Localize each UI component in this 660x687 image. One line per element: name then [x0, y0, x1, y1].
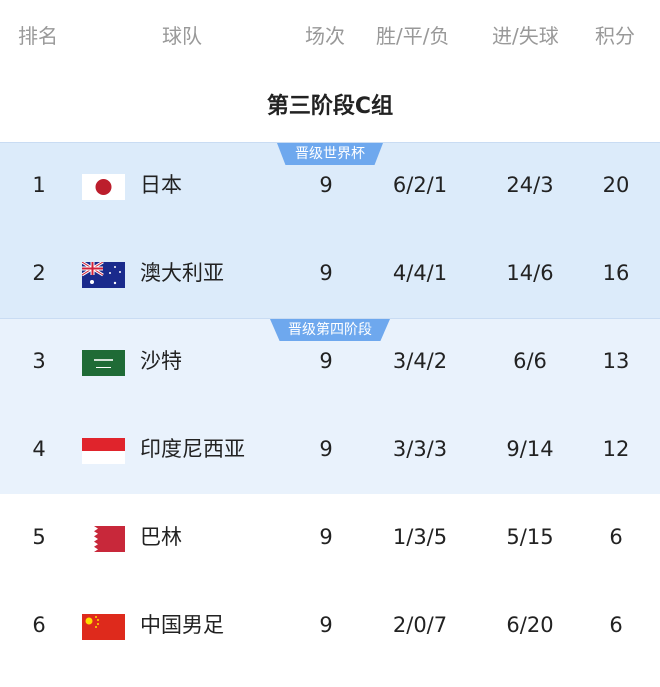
goals: 5/15: [506, 525, 554, 549]
team-name: 日本: [140, 173, 182, 197]
rank: 4: [32, 437, 46, 461]
indonesia-flag: [82, 438, 125, 464]
table-row[interactable]: 3 沙特 9 3/4/2 6/6 13: [0, 317, 660, 405]
win-draw-loss: 2/0/7: [392, 613, 448, 637]
points: 12: [602, 437, 630, 461]
rank: 1: [32, 173, 46, 197]
zone-fourth-stage: 晋级第四阶段: [0, 318, 660, 494]
win-draw-loss: 6/2/1: [392, 173, 448, 197]
points: 6: [609, 525, 623, 549]
header-points: 积分: [595, 24, 635, 48]
win-draw-loss: 3/3/3: [392, 437, 448, 461]
australia-flag: [81, 260, 125, 288]
goals: 24/3: [506, 173, 554, 197]
win-draw-loss: 1/3/5: [392, 525, 448, 549]
rank: 5: [32, 525, 46, 549]
played: 9: [319, 437, 333, 461]
goals: 9/14: [506, 437, 554, 461]
group-title: 第三阶段C组: [266, 94, 394, 119]
zone-world-cup: 晋级世界杯: [0, 142, 660, 319]
rank: 3: [32, 349, 46, 373]
win-draw-loss: 4/4/1: [392, 261, 448, 285]
saudi-arabia-flag: [82, 350, 125, 376]
team-name: 澳大利亚: [140, 261, 224, 285]
team-name: 沙特: [140, 349, 182, 373]
china-flag: [82, 614, 125, 640]
header-rank: 排名: [18, 24, 58, 48]
points: 6: [609, 613, 623, 637]
table-row[interactable]: 2 澳大利亚 9 4/4/1 14/6 16: [0, 229, 660, 317]
played: 9: [319, 261, 333, 285]
table-row[interactable]: 6 中国男足 9 2/0/7 6/20 6: [0, 581, 660, 669]
zone-badge: 晋级世界杯: [277, 143, 383, 165]
header-played: 场次: [305, 24, 345, 48]
zone-badge: 晋级第四阶段: [270, 319, 390, 341]
goals: 6/20: [506, 613, 554, 637]
played: 9: [319, 525, 333, 549]
rank: 6: [32, 613, 46, 637]
win-draw-loss: 3/4/2: [392, 349, 448, 373]
played: 9: [319, 173, 333, 197]
header-team: 球队: [162, 24, 202, 48]
table-row[interactable]: 1 日本 9 6/2/1 24/3 20: [0, 141, 660, 229]
bahrain-flag: [82, 526, 125, 552]
goals: 6/6: [513, 349, 547, 373]
team-name: 中国男足: [140, 613, 224, 637]
points: 13: [602, 349, 630, 373]
header-wdl: 胜/平/负: [376, 24, 450, 48]
table-row[interactable]: 5 巴林 9 1/3/5 5/15 6: [0, 493, 660, 581]
header-goals: 进/失球: [492, 24, 559, 48]
team-name: 巴林: [140, 525, 182, 549]
table-row[interactable]: 4 印度尼西亚 9 3/3/3 9/14 12: [0, 405, 660, 493]
rank: 2: [32, 261, 46, 285]
goals: 14/6: [506, 261, 554, 285]
points: 20: [602, 173, 630, 197]
played: 9: [319, 349, 333, 373]
points: 16: [602, 261, 630, 285]
japan-flag: [82, 174, 125, 200]
played: 9: [319, 613, 333, 637]
team-name: 印度尼西亚: [140, 437, 245, 461]
